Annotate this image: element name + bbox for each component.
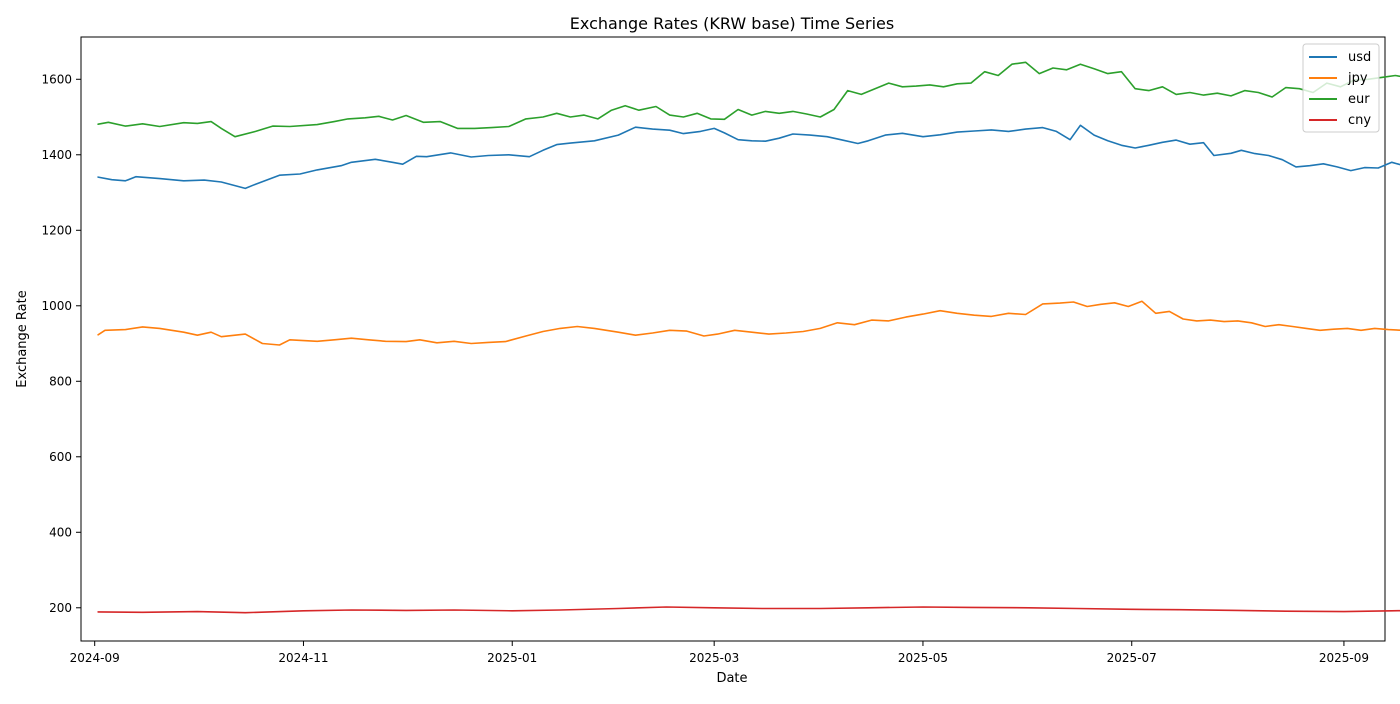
legend-box <box>1302 43 1380 133</box>
legend-label-jpy: jpy <box>1347 71 1368 86</box>
legend-label-eur: eur <box>1348 92 1370 107</box>
y-tick-label: 400 <box>49 525 72 539</box>
y-tick-label: 1200 <box>41 223 72 237</box>
series-lines <box>97 61 1400 614</box>
y-tick-label: 800 <box>49 374 72 388</box>
y-axis: 200 400 600 800 1000 1200 1400 1600 <box>41 72 81 615</box>
x-tick-label: 2024-11 <box>278 651 328 665</box>
series-line-cny <box>97 606 1400 614</box>
plot-area: 2024-09 2024-11 2025-01 2025-03 2025-05 2025-… <box>41 36 1400 665</box>
legend-label-usd: usd <box>1348 50 1371 65</box>
x-tick-label: 2024-09 <box>70 651 120 665</box>
y-tick-label: 1400 <box>41 148 72 162</box>
y-tick-label: 1600 <box>41 72 72 86</box>
plot-frame <box>80 36 1386 642</box>
series-line-jpy <box>97 300 1400 346</box>
chart-title: Exchange Rates (KRW base) Time Series <box>570 14 894 33</box>
x-axis-label: Date <box>716 671 747 686</box>
x-tick-label: 2025-09 <box>1319 651 1369 665</box>
legend: usd jpy eur cny <box>1302 43 1380 133</box>
series-line-eur <box>97 61 1400 138</box>
legend-label-cny: cny <box>1348 113 1371 128</box>
y-tick-label: 200 <box>49 601 72 615</box>
y-tick-label: 1000 <box>41 299 72 313</box>
series-line-usd <box>97 124 1400 190</box>
y-tick-label: 600 <box>49 450 72 464</box>
x-tick-label: 2025-03 <box>689 651 739 665</box>
x-axis: 2024-09 2024-11 2025-01 2025-03 2025-05 2025-… <box>70 641 1369 665</box>
x-tick-label: 2025-05 <box>898 651 948 665</box>
x-tick-label: 2025-01 <box>487 651 537 665</box>
x-tick-label: 2025-07 <box>1107 651 1157 665</box>
y-axis-label: Exchange Rate <box>15 290 30 387</box>
